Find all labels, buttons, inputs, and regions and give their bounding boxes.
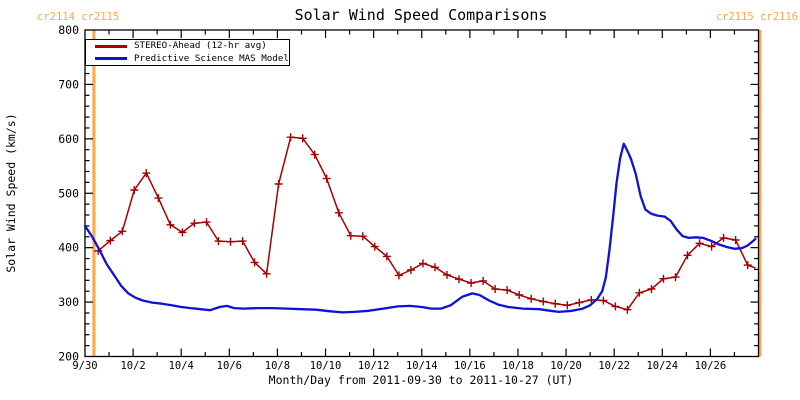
cr-label-top-left: cr2114 cr2115 [37,11,119,23]
stereo-line-sample [95,45,127,48]
x-tick-label: 10/10 [310,360,342,372]
x-tick-label: 10/20 [550,360,582,372]
x-tick-label: 10/8 [265,360,290,372]
x-tick-label: 10/26 [695,360,727,372]
y-tick-label: 600 [58,132,79,146]
carrington-boundary-lines [92,30,762,357]
x-axis-title: Month/Day from 2011-09-30 to 2011-10-27 … [269,373,574,387]
chart-title: Solar Wind Speed Comparisons [295,6,548,24]
y-tick-label: 700 [58,77,79,91]
x-tick-label: 9/30 [72,360,97,372]
legend-entry-stereo: STEREO-Ahead (12-hr avg) [86,40,289,52]
legend-label-stereo: STEREO-Ahead (12-hr avg) [134,40,267,52]
y-tick-label: 300 [58,295,79,309]
x-tick-label: 10/22 [598,360,630,372]
x-tick-label: 10/4 [169,360,194,372]
legend: STEREO-Ahead (12-hr avg) Predictive Scie… [85,39,290,66]
x-tick-label: 10/14 [406,360,438,372]
tick-labels: 9/30 10/2 10/4 10/6 10/8 10/10 10/12 10/14 10/16… [58,23,726,372]
cr-label-top-right: cr2115 cr2116 [716,11,798,23]
x-tick-label: 10/2 [120,360,145,372]
mas-line-sample [95,57,127,60]
y-tick-label: 400 [58,241,79,255]
mas-series-line [83,142,757,314]
x-tick-label: 10/24 [646,360,678,372]
x-tick-label: 10/16 [454,360,486,372]
stereo-plus-markers [94,133,752,314]
data-series [83,133,757,314]
legend-label-mas: Predictive Science MAS Model [134,52,289,64]
x-tick-label: 10/12 [358,360,390,372]
y-axis-title: Solar Wind Speed (km/s) [4,113,18,272]
axis-ticks [85,30,759,357]
y-tick-label: 800 [58,23,79,37]
y-tick-label: 200 [58,350,79,364]
x-tick-label: 10/18 [502,360,534,372]
y-tick-label: 500 [58,186,79,200]
x-tick-label: 10/6 [217,360,242,372]
legend-entry-mas: Predictive Science MAS Model [86,53,289,65]
